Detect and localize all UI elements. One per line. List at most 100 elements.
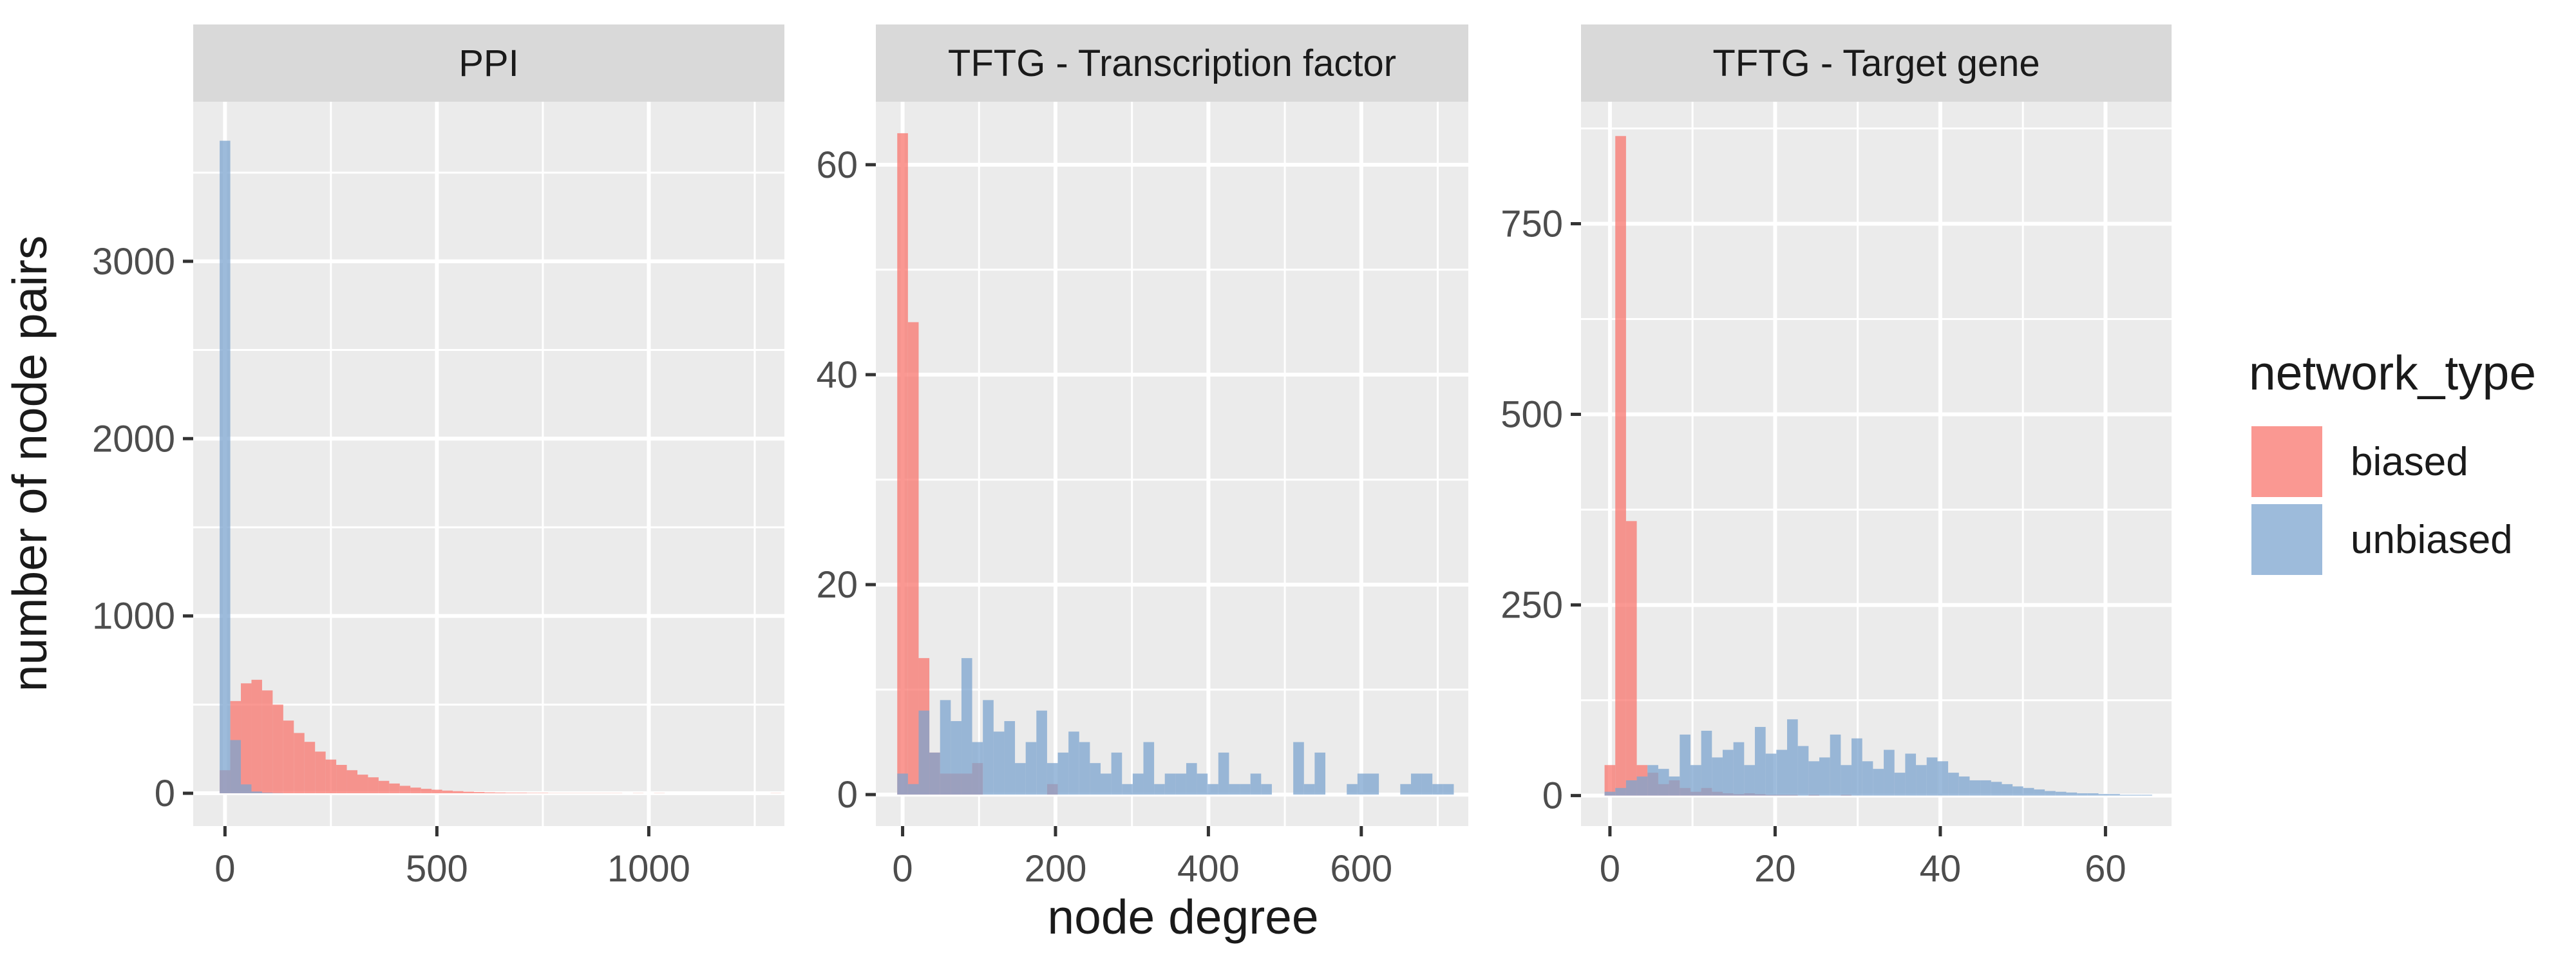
- histogram-bar-unbiased: [1314, 753, 1325, 795]
- histogram-bar-unbiased: [1905, 754, 1916, 796]
- histogram-bar-unbiased: [1852, 739, 1862, 796]
- y-tick-label: 250: [1501, 585, 1563, 626]
- y-axis-title: number of node pairs: [3, 236, 57, 692]
- histogram-bar-biased: [421, 789, 431, 793]
- histogram-bar-unbiased: [251, 791, 261, 793]
- histogram-bar-unbiased: [972, 742, 983, 795]
- facet-title: TFTG - Target gene: [1712, 42, 2040, 84]
- histogram-bar-unbiased: [897, 773, 908, 795]
- y-tick-label: 750: [1501, 203, 1563, 245]
- histogram-bar-unbiased: [1873, 769, 1884, 795]
- histogram-bar-unbiased: [2066, 793, 2077, 796]
- histogram-bar-unbiased: [1015, 763, 1026, 795]
- y-tick-label: 60: [816, 144, 858, 186]
- histogram-bar-unbiased: [1304, 784, 1315, 795]
- histogram-bar-unbiased: [1755, 727, 1766, 796]
- histogram-bar-unbiased: [1347, 784, 1358, 795]
- histogram-bar-unbiased: [1112, 753, 1122, 795]
- y-tick-label: 0: [1542, 775, 1563, 817]
- histogram-bar-unbiased: [1154, 784, 1165, 795]
- histogram-bar-unbiased: [1605, 792, 1616, 796]
- histogram-bar-unbiased: [2045, 791, 2056, 796]
- histogram-bar-biased: [474, 792, 484, 793]
- histogram-bar-unbiased: [1626, 780, 1637, 796]
- histogram-bar-unbiased: [908, 784, 919, 795]
- histogram-bar-unbiased: [983, 700, 994, 795]
- histogram-bar-unbiased: [1251, 773, 1262, 795]
- histogram-bar-unbiased: [1862, 761, 1873, 795]
- histogram-bar-biased: [1626, 521, 1637, 795]
- histogram-bar-biased: [326, 760, 336, 793]
- histogram-bar-unbiased: [1175, 773, 1186, 795]
- histogram-bar-unbiased: [929, 753, 940, 795]
- x-tick-label: 60: [2085, 848, 2126, 890]
- histogram-bar-biased: [379, 781, 389, 793]
- histogram-bar-biased: [262, 690, 272, 793]
- histogram-bar-unbiased: [1690, 765, 1701, 795]
- x-tick-label: 400: [1177, 848, 1240, 890]
- histogram-bar-unbiased: [1400, 784, 1411, 795]
- histogram-bar-biased: [453, 791, 463, 793]
- histogram-bar-biased: [389, 784, 399, 793]
- histogram-bar-unbiased: [1090, 763, 1101, 795]
- histogram-bar-unbiased: [918, 711, 929, 795]
- histogram-bar-biased: [1605, 765, 1616, 795]
- histogram-bar-unbiased: [1647, 765, 1658, 795]
- histogram-bar-biased: [431, 790, 442, 794]
- histogram-bar-biased: [283, 720, 294, 793]
- histogram-bar-unbiased: [940, 700, 951, 795]
- y-tick-label: 500: [1501, 394, 1563, 436]
- histogram-bar-biased: [897, 133, 908, 795]
- histogram-bar-unbiased: [1669, 776, 1680, 796]
- histogram-bar-biased: [538, 793, 548, 794]
- histogram-bar-unbiased: [1637, 776, 1648, 796]
- histogram-bar-unbiased: [1122, 784, 1133, 795]
- histogram-bar-unbiased: [1197, 773, 1208, 795]
- histogram-bar-unbiased: [1068, 731, 1079, 795]
- y-tick-label: 3000: [92, 241, 175, 283]
- histogram-bar-unbiased: [1937, 761, 1948, 795]
- histogram-bar-unbiased: [1358, 773, 1368, 795]
- histogram-bar-biased: [357, 775, 368, 793]
- legend-title: network_type: [2249, 346, 2536, 400]
- histogram-bar-unbiased: [1486, 784, 1497, 795]
- x-axis-title: node degree: [1047, 890, 1318, 944]
- histogram-bar-unbiased: [241, 784, 251, 793]
- histogram-bar-unbiased: [1712, 757, 1723, 795]
- histogram-bar-unbiased: [1830, 735, 1841, 796]
- histogram-bar-biased: [294, 733, 304, 793]
- histogram-bar-unbiased: [1766, 754, 1777, 796]
- histogram-bar-biased: [1615, 136, 1626, 795]
- histogram-bar-unbiased: [2098, 794, 2109, 795]
- histogram-bar-unbiased: [1101, 773, 1112, 795]
- histogram-bar-unbiased: [1841, 765, 1852, 795]
- x-tick-label: 0: [1600, 848, 1620, 890]
- histogram-bar-biased: [305, 742, 315, 793]
- histogram-bar-unbiased: [2056, 792, 2067, 796]
- histogram-bar-unbiased: [1884, 750, 1895, 796]
- x-tick-label: 1000: [607, 848, 690, 890]
- histogram-bar-unbiased: [220, 141, 230, 793]
- histogram-bar-biased: [272, 704, 283, 793]
- histogram-bar-unbiased: [2012, 786, 2023, 795]
- histogram-bar-biased: [315, 751, 325, 793]
- y-tick-label: 20: [816, 564, 858, 606]
- facet-title: TFTG - Transcription factor: [948, 42, 1396, 84]
- histogram-bar-unbiased: [2002, 784, 2012, 796]
- histogram-bar-biased: [336, 765, 346, 793]
- x-tick-label: 0: [214, 848, 235, 890]
- histogram-bar-unbiased: [1959, 776, 1970, 796]
- histogram-bar-unbiased: [1208, 784, 1218, 795]
- histogram-bar-unbiased: [2034, 789, 2045, 795]
- histogram-bar-unbiased: [1916, 765, 1927, 795]
- histogram-bar-unbiased: [1261, 784, 1272, 795]
- histogram-bar-biased: [251, 680, 261, 793]
- histogram-bar-unbiased: [1980, 780, 1991, 796]
- histogram-bar-unbiased: [1411, 773, 1422, 795]
- histogram-bar-biased: [410, 787, 421, 793]
- histogram-bar-unbiased: [1079, 742, 1090, 795]
- histogram-bar-unbiased: [1680, 735, 1690, 796]
- histogram-bar-biased: [368, 777, 378, 793]
